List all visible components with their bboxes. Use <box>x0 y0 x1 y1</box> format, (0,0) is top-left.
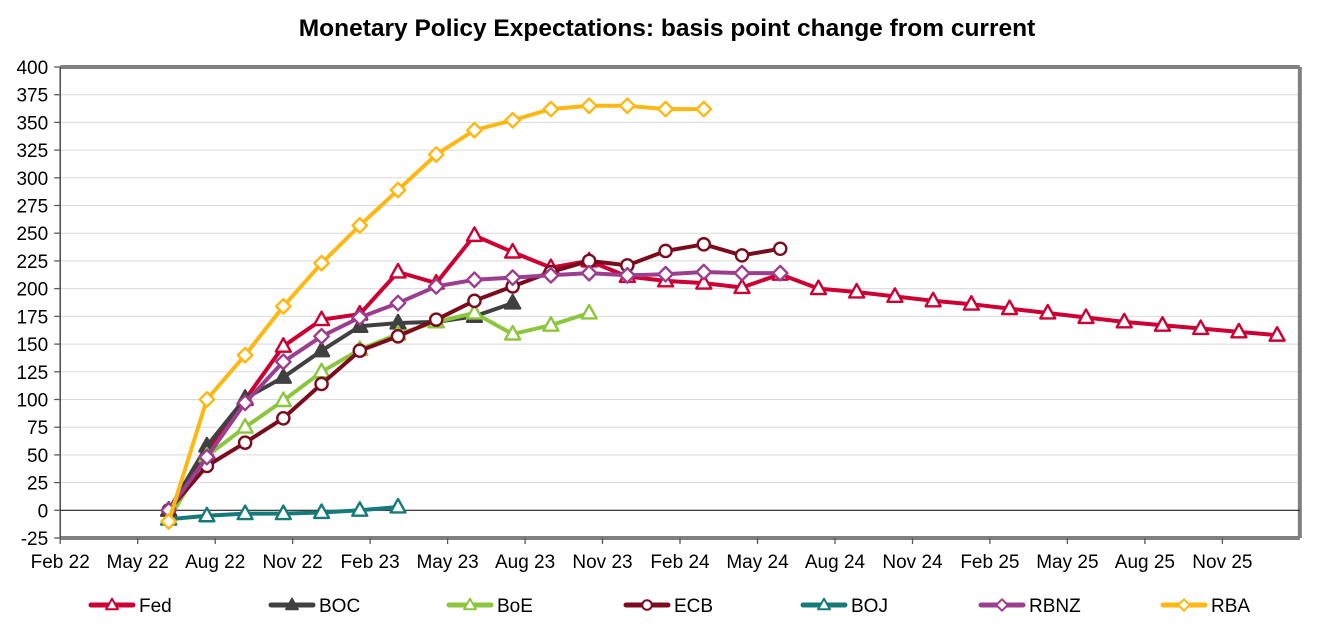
svg-text:Nov 25: Nov 25 <box>1192 552 1252 573</box>
svg-text:275: 275 <box>16 197 48 218</box>
svg-text:225: 225 <box>16 252 48 273</box>
svg-text:RBNZ: RBNZ <box>1029 596 1081 617</box>
svg-text:BOJ: BOJ <box>851 596 888 617</box>
svg-text:-25: -25 <box>21 529 48 550</box>
svg-text:RBA: RBA <box>1211 596 1250 617</box>
svg-text:50: 50 <box>27 446 48 467</box>
svg-text:May 23: May 23 <box>416 552 478 573</box>
svg-text:25: 25 <box>27 474 48 495</box>
svg-text:100: 100 <box>16 391 48 412</box>
svg-text:Feb 22: Feb 22 <box>31 552 90 573</box>
svg-text:350: 350 <box>16 113 48 134</box>
svg-text:ECB: ECB <box>674 596 713 617</box>
svg-text:Nov 24: Nov 24 <box>882 552 943 573</box>
svg-text:175: 175 <box>16 307 48 328</box>
svg-text:Nov 22: Nov 22 <box>262 552 322 573</box>
svg-text:May 22: May 22 <box>107 552 169 573</box>
svg-text:Aug 23: Aug 23 <box>495 552 555 573</box>
svg-text:Feb 25: Feb 25 <box>960 552 1019 573</box>
svg-text:Fed: Fed <box>139 596 172 617</box>
svg-text:0: 0 <box>38 501 49 522</box>
svg-text:Nov 23: Nov 23 <box>572 552 632 573</box>
svg-text:125: 125 <box>16 363 48 384</box>
svg-text:200: 200 <box>16 280 48 301</box>
svg-text:250: 250 <box>16 224 48 245</box>
svg-text:BOC: BOC <box>319 596 360 617</box>
svg-text:Aug 25: Aug 25 <box>1115 552 1175 573</box>
svg-text:Feb 23: Feb 23 <box>341 552 400 573</box>
svg-text:325: 325 <box>16 141 48 162</box>
svg-text:150: 150 <box>16 335 48 356</box>
svg-text:May 24: May 24 <box>726 552 789 573</box>
svg-text:Aug 22: Aug 22 <box>185 552 245 573</box>
svg-text:375: 375 <box>16 86 48 107</box>
svg-text:May 25: May 25 <box>1036 552 1098 573</box>
svg-text:BoE: BoE <box>497 596 533 617</box>
svg-text:Aug 24: Aug 24 <box>805 552 866 573</box>
svg-text:Feb 24: Feb 24 <box>650 552 710 573</box>
svg-text:75: 75 <box>27 418 48 439</box>
svg-text:400: 400 <box>16 58 48 79</box>
svg-text:300: 300 <box>16 169 48 190</box>
